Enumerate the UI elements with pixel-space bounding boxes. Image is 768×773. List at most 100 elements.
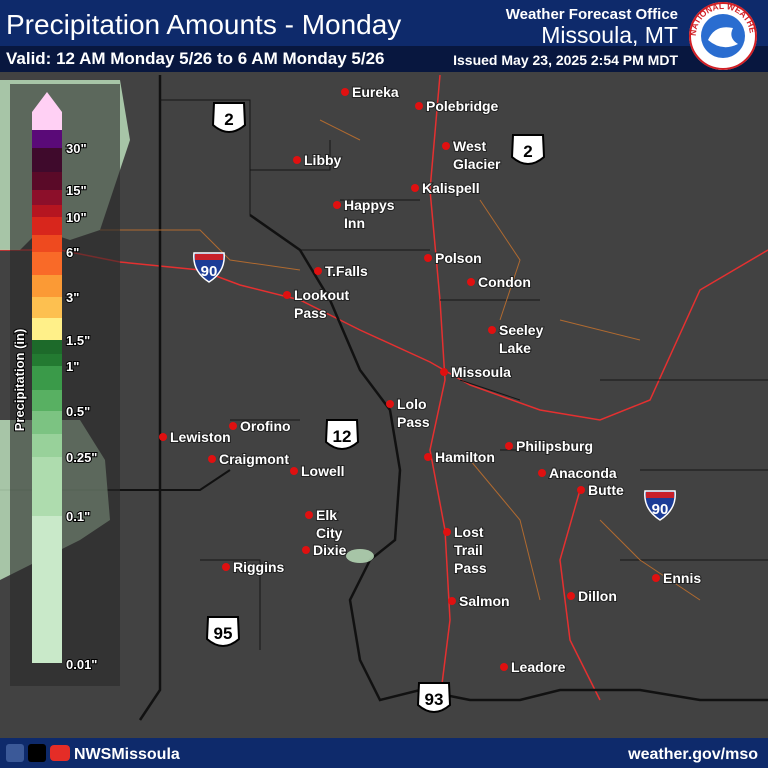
city-label-line: Craigmont: [219, 451, 289, 467]
colorbar-segment: [32, 130, 62, 148]
city-label-line: Condon: [478, 274, 531, 290]
colorbar-segment: [32, 434, 62, 457]
city-label-line: Pass: [397, 414, 430, 430]
city-label-line: T.Falls: [325, 263, 368, 279]
facebook-icon[interactable]: [6, 744, 24, 762]
city-dot: [443, 528, 451, 536]
colorbar-segment: [32, 172, 62, 190]
city-label: Elk City: [316, 507, 343, 541]
colorbar-segment: [32, 235, 62, 252]
city-label-line: Salmon: [459, 593, 510, 609]
city-label-line: Lewiston: [170, 429, 231, 445]
city-label: Libby: [304, 152, 342, 168]
interstate-band: [195, 254, 223, 260]
us-shield: [205, 616, 241, 647]
city-dot: [577, 486, 585, 494]
x-icon[interactable]: [28, 744, 46, 762]
legend-label: 15": [66, 183, 87, 198]
highway-number: 95: [214, 624, 233, 643]
city-label-line: Trail: [454, 542, 483, 558]
colorbar-segment: [32, 390, 62, 411]
city-label-line: Riggins: [233, 559, 285, 575]
city-dot: [538, 469, 546, 477]
website[interactable]: weather.gov/mso: [627, 746, 758, 763]
city-label-line: City: [316, 525, 343, 541]
legend-label: 0.5": [66, 404, 90, 419]
city-label: Riggins: [233, 559, 285, 575]
office-label: Weather Forecast Office: [506, 6, 678, 23]
title-bar: [0, 0, 768, 48]
city-label: Lolo Pass: [397, 396, 430, 430]
colorbar-segment: [32, 205, 62, 217]
legend-label: 0.25": [66, 450, 97, 465]
highways: 2 2 90 12 90 95 93: [193, 102, 676, 713]
city-label: Lowell: [301, 463, 345, 479]
city-label: Hamilton: [435, 449, 495, 465]
city-dot: [424, 254, 432, 262]
colorbar-segment: [32, 516, 62, 663]
city-dot: [302, 546, 310, 554]
city-dot: [314, 267, 322, 275]
city-dot: [159, 433, 167, 441]
city-label: Salmon: [459, 593, 510, 609]
city-dot: [283, 291, 291, 299]
valid-time: Valid: 12 AM Monday 5/26 to 6 AM Monday …: [6, 49, 385, 68]
city-label-line: Pass: [294, 305, 327, 321]
colorbar-segment: [32, 340, 62, 354]
city-label: Lost Trail Pass: [454, 524, 487, 576]
social-handle[interactable]: NWSMissoula: [74, 746, 180, 763]
city-label: Craigmont: [219, 451, 289, 467]
city-dot: [488, 326, 496, 334]
city-dot: [293, 156, 301, 164]
highway-number: 90: [652, 501, 669, 518]
city-label-line: Leadore: [511, 659, 566, 675]
issued: Issued May 23, 2025 2:54 PM MDT: [453, 52, 678, 68]
city-dot: [305, 511, 313, 519]
city-dot: [567, 592, 575, 600]
office: Missoula, MT: [541, 22, 678, 48]
colorbar-segment: [32, 252, 62, 275]
city-dot: [505, 442, 513, 450]
highway-number: 90: [201, 263, 218, 280]
city-label-line: Elk: [316, 507, 337, 523]
city-label-line: Lost: [454, 524, 484, 540]
interstate-shield: [644, 490, 676, 521]
city-dot: [442, 142, 450, 150]
colorbar-segment: [32, 366, 62, 390]
city-label-line: Libby: [304, 152, 342, 168]
city-label: Lewiston: [170, 429, 231, 445]
legend-label: 1": [66, 359, 79, 374]
city-label: West Glacier: [453, 138, 501, 172]
city-label-line: Lookout: [294, 287, 350, 303]
city-label-line: Lake: [499, 340, 531, 356]
legend-panel: [10, 84, 120, 686]
legend-label: 10": [66, 210, 87, 225]
city-label: Ennis: [663, 570, 701, 586]
city-dot: [440, 368, 448, 376]
city-label: Butte: [588, 482, 624, 498]
us-shield: [211, 102, 247, 133]
city-label-line: Philipsburg: [516, 438, 593, 454]
city-label: Leadore: [511, 659, 566, 675]
colorbar-segment: [32, 297, 62, 318]
city-label-line: Butte: [588, 482, 624, 498]
highway-number: 2: [523, 142, 532, 161]
title: Precipitation Amounts - Monday: [6, 9, 401, 40]
city-label-line: Anaconda: [549, 465, 617, 481]
city-label: Polebridge: [426, 98, 499, 114]
youtube-icon[interactable]: [50, 745, 70, 761]
city-label: Dillon: [578, 588, 617, 604]
colorbar-cap: [32, 92, 62, 112]
city-label: Seeley Lake: [499, 322, 544, 356]
city-label-line: Glacier: [453, 156, 501, 172]
city-dot: [333, 201, 341, 209]
city-label: Happys Inn: [344, 197, 395, 231]
highway-number: 93: [425, 690, 444, 709]
city-dot: [652, 574, 660, 582]
city-label-line: Hamilton: [435, 449, 495, 465]
city-label-line: Polson: [435, 250, 482, 266]
city-dot: [341, 88, 349, 96]
city-dot: [424, 453, 432, 461]
city-label-line: Dixie: [313, 542, 347, 558]
legend-label: 30": [66, 141, 87, 156]
